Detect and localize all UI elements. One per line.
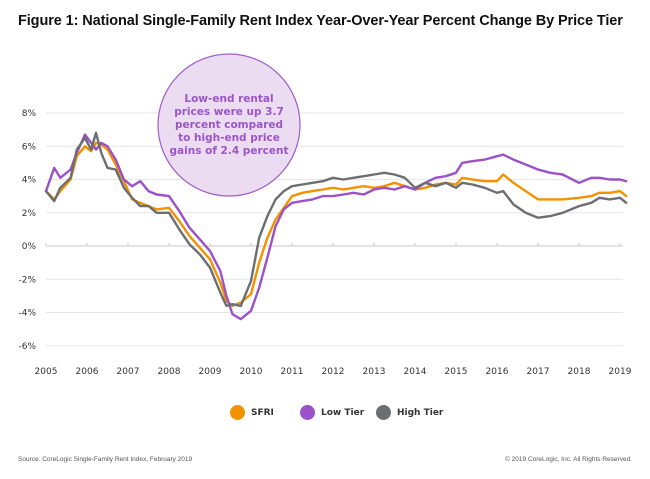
legend-item-sfri: SFRI [230,405,274,420]
x-tick-label: 2015 [445,367,468,377]
x-tick-label: 2013 [363,367,386,377]
annotation-text-line: gains of 2.4 percent [170,145,289,157]
series-line-low-tier [44,133,628,321]
x-axis-labels: 2005 2006 2007 2008 2009 2010 2011 2012 2013 2014… [35,367,632,377]
x-tick-label: 2006 [76,367,99,377]
x-tick-label: 2018 [568,367,591,377]
x-tick-label: 2017 [527,367,550,377]
y-tick-label: -2% [18,275,36,285]
legend-label-sfri: SFRI [251,407,274,418]
x-tick-label: 2011 [281,367,304,377]
copyright-note: © 2019 CoreLogic, Inc. All Rights Reserv… [505,456,632,463]
legend-dot-sfri [230,405,245,420]
y-axis-labels: 8% 6% 4% 2% 0% -2% -4% -6% [18,109,36,352]
y-tick-label: 4% [22,176,37,186]
legend-dot-high-tier [376,405,391,420]
x-tick-label: 2016 [486,367,509,377]
gridlines [45,112,623,347]
x-tick-label: 2005 [35,367,58,377]
legend-item-high-tier: High Tier [376,405,443,420]
annotation-text-line: Low-end rental [184,93,273,105]
legend-label-high-tier: High Tier [397,407,444,418]
legend: SFRI Low Tier High Tier [0,405,650,423]
source-note: Source: CoreLogic Single-Family Rent Ind… [18,456,193,463]
x-tick-label: 2019 [609,367,632,377]
legend-item-low-tier: Low Tier [300,405,364,420]
annotation-text-line: percent compared [175,119,283,131]
x-tick-label: 2008 [158,367,181,377]
y-tick-label: 8% [22,109,37,119]
y-tick-label: -4% [18,309,36,319]
legend-dot-low-tier [300,405,315,420]
x-tick-label: 2009 [199,367,222,377]
annotation-circle [157,53,301,197]
legend-label-low-tier: Low Tier [321,407,365,418]
y-tick-label: 6% [22,142,37,152]
chart-title: Figure 1: National Single-Family Rent In… [18,13,623,29]
annotation-text-line: prices were up 3.7 [174,106,284,118]
x-tick-label: 2007 [117,367,140,377]
y-tick-label: 0% [22,242,37,252]
x-tick-label: 2010 [240,367,263,377]
series-line-sfri [44,141,628,308]
series-lines [44,131,628,321]
x-tick-label: 2014 [404,367,427,377]
y-tick-label: -6% [18,342,36,352]
annotation-text-line: to high-end price [178,132,280,144]
series-line-high-tier [44,131,628,308]
y-tick-label: 2% [22,209,37,219]
x-tick-label: 2012 [322,367,345,377]
